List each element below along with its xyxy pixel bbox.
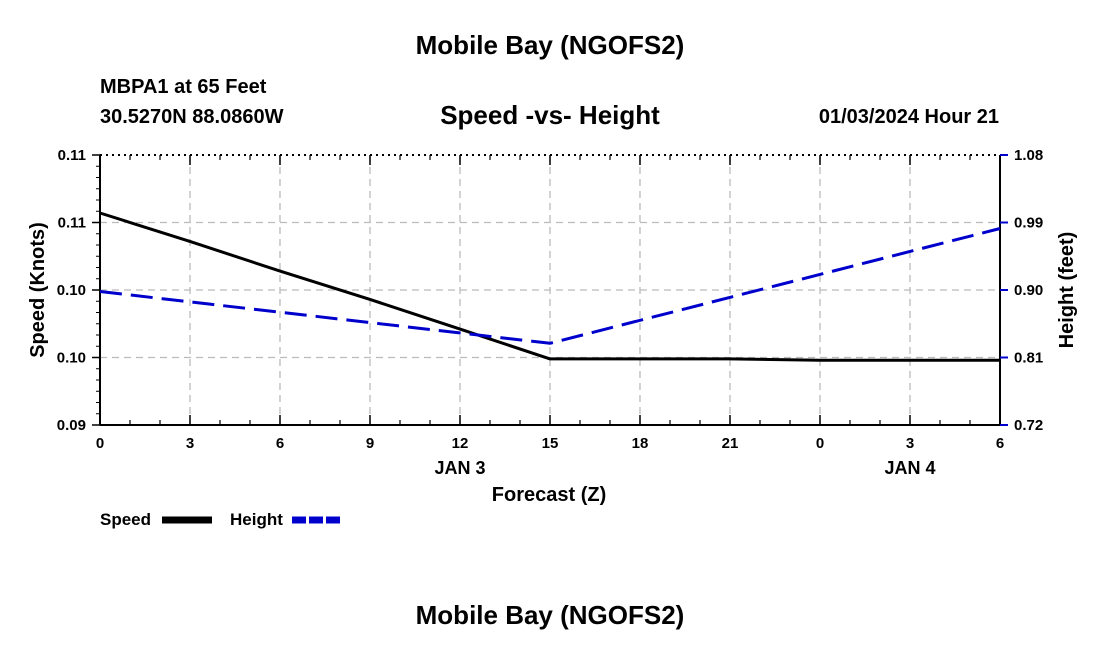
chart-title: Mobile Bay (NGOFS2) xyxy=(415,30,685,60)
right-tick-label: 1.08 xyxy=(1014,147,1043,164)
left-tick-label: 0.11 xyxy=(58,147,86,164)
x-tick-label: 15 xyxy=(542,435,559,452)
series xyxy=(99,211,1001,362)
x-tick-label: 3 xyxy=(186,435,194,452)
x-tick-label: 0 xyxy=(96,435,104,452)
series-line-height xyxy=(99,227,1001,345)
legend-label-height: Height xyxy=(230,510,283,529)
left-tick-label: 0.10 xyxy=(57,350,86,367)
footer-title: Mobile Bay (NGOFS2) xyxy=(415,600,685,630)
x-tick-label: 9 xyxy=(366,435,374,452)
right-tick-label: 0.81 xyxy=(1014,350,1043,367)
x-axis-label: Forecast (Z) xyxy=(492,484,606,506)
x-tick-label: 6 xyxy=(996,435,1004,452)
x-date-label: JAN 3 xyxy=(434,458,485,478)
series-line-speed xyxy=(99,211,1000,362)
x-date-label: JAN 4 xyxy=(884,458,935,478)
x-tick-label: 6 xyxy=(276,435,284,452)
axis-ticks: 0 3 6 9 12 15 18 21 0 3 6 JAN 3 JAN 4 0.09 0.10 0.10 0.1… xyxy=(57,147,1043,478)
right-tick-label: 0.99 xyxy=(1014,215,1043,232)
station-label: MBPA1 at 65 Feet xyxy=(100,76,267,98)
coordinates-label: 30.5270N 88.0860W xyxy=(100,106,284,128)
left-tick-label: 0.09 xyxy=(57,417,86,434)
forecast-date-label: 01/03/2024 Hour 21 xyxy=(818,106,999,128)
chart-subtitle: Speed -vs- Height xyxy=(440,100,660,130)
left-tick-label: 0.10 xyxy=(57,282,86,299)
grid xyxy=(100,155,1000,425)
x-tick-label: 21 xyxy=(722,435,739,452)
left-tick-label: 0.11 xyxy=(58,215,86,232)
x-tick-label: 18 xyxy=(632,435,649,452)
left-y-axis-label: Speed (Knots) xyxy=(27,222,49,358)
legend: Speed Height xyxy=(100,510,342,529)
right-y-axis-label: Height (feet) xyxy=(1056,232,1078,349)
legend-label-speed: Speed xyxy=(100,510,151,529)
right-tick-label: 0.72 xyxy=(1014,417,1043,434)
x-tick-label: 3 xyxy=(906,435,914,452)
x-tick-label: 12 xyxy=(452,435,469,452)
x-tick-label: 0 xyxy=(816,435,824,452)
right-tick-label: 0.90 xyxy=(1014,282,1043,299)
